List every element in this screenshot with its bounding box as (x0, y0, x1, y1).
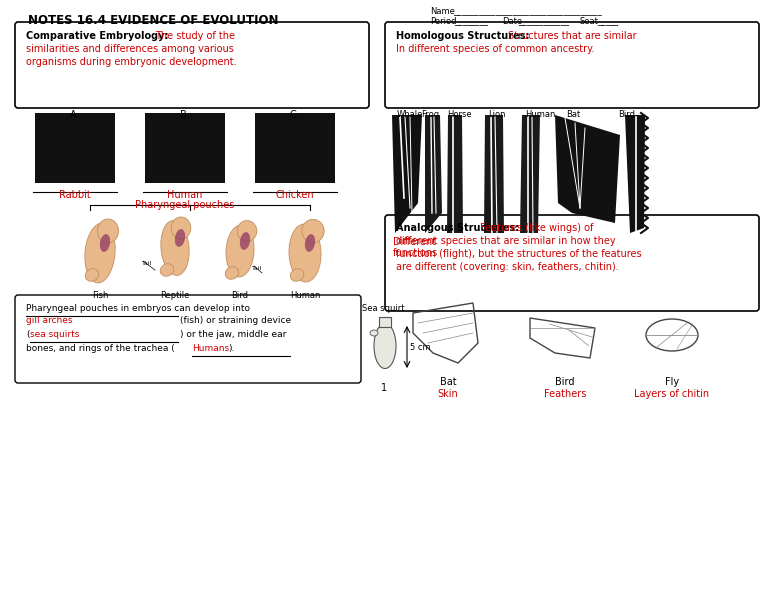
Text: Feathers: Feathers (544, 389, 586, 399)
Ellipse shape (374, 324, 396, 368)
Ellipse shape (100, 234, 110, 252)
Text: gill arches: gill arches (26, 316, 72, 325)
Text: Pharyngeal pouches: Pharyngeal pouches (135, 200, 235, 210)
Text: Name: Name (430, 7, 455, 16)
Text: Human: Human (525, 110, 555, 119)
Text: organisms during embryonic development.: organisms during embryonic development. (26, 57, 237, 67)
Text: Fish: Fish (92, 291, 108, 300)
Bar (35, 113, 115, 183)
Text: Bird: Bird (618, 110, 635, 119)
Ellipse shape (240, 232, 250, 250)
Text: (: ( (26, 330, 29, 339)
Text: are different (covering: skin, feathers, chitin).: are different (covering: skin, feathers,… (396, 262, 619, 272)
Text: Layers of chitin: Layers of chitin (634, 389, 710, 399)
Text: Bird: Bird (231, 291, 249, 300)
Text: Frog: Frog (421, 110, 439, 119)
Text: Pharyngeal pouches in embryos can develop into: Pharyngeal pouches in embryos can develo… (26, 304, 250, 313)
Text: Bat: Bat (566, 110, 581, 119)
Ellipse shape (85, 269, 99, 281)
Text: Homologous Structures:: Homologous Structures: (396, 31, 529, 41)
Bar (255, 113, 335, 183)
Bar (145, 113, 225, 183)
Text: Comparative Embryology:: Comparative Embryology: (26, 31, 168, 41)
Ellipse shape (84, 223, 115, 283)
Ellipse shape (305, 234, 315, 252)
Text: 5 cm: 5 cm (410, 343, 431, 352)
Ellipse shape (175, 229, 185, 247)
Polygon shape (520, 115, 540, 233)
Text: Different: Different (393, 237, 436, 247)
Text: B.: B. (180, 110, 190, 120)
Bar (379, 317, 391, 327)
Polygon shape (392, 115, 422, 233)
Text: Period: Period (430, 17, 456, 26)
Text: similarities and differences among various: similarities and differences among vario… (26, 44, 234, 54)
Text: Rabbit: Rabbit (59, 190, 91, 200)
Text: (fish) or straining device: (fish) or straining device (180, 316, 291, 325)
Ellipse shape (171, 217, 190, 239)
Text: ________: ________ (454, 17, 488, 26)
Text: ).: ). (228, 344, 234, 353)
Text: The study of the: The study of the (155, 31, 235, 41)
Ellipse shape (161, 264, 174, 276)
Text: functions: functions (393, 248, 438, 258)
Polygon shape (625, 115, 645, 233)
Polygon shape (555, 115, 620, 223)
FancyBboxPatch shape (15, 295, 361, 383)
Text: Bird: Bird (555, 377, 574, 387)
Ellipse shape (289, 224, 321, 282)
Text: Bat: Bat (440, 377, 456, 387)
Text: A.: A. (70, 110, 80, 120)
Text: Analogous Structures:: Analogous Structures: (396, 223, 519, 233)
Text: NOTES 16.4 EVIDENCE OF EVOLUTION: NOTES 16.4 EVIDENCE OF EVOLUTION (28, 14, 279, 27)
Text: In different species of common ancestry.: In different species of common ancestry. (396, 44, 594, 54)
Ellipse shape (225, 267, 239, 279)
Text: function (flight), but the structures of the features: function (flight), but the structures of… (396, 249, 641, 259)
Text: C.: C. (290, 110, 300, 120)
Polygon shape (447, 115, 463, 233)
Text: Reptile: Reptile (161, 291, 190, 300)
Ellipse shape (302, 219, 324, 243)
Ellipse shape (226, 225, 254, 277)
Text: Tail: Tail (142, 261, 152, 266)
FancyBboxPatch shape (385, 22, 759, 108)
Polygon shape (484, 115, 504, 233)
Text: Skin: Skin (438, 389, 458, 399)
Text: ___________________________________: ___________________________________ (453, 7, 602, 16)
Text: ____________: ____________ (518, 17, 569, 26)
Ellipse shape (161, 221, 189, 275)
Text: Sea squirt: Sea squirt (362, 304, 405, 313)
Text: Lion: Lion (488, 110, 505, 119)
Text: sea squirts: sea squirts (30, 330, 79, 339)
Text: Tail: Tail (252, 266, 262, 271)
Text: different species that are similar in how they: different species that are similar in ho… (396, 236, 616, 246)
Text: Chicken: Chicken (276, 190, 314, 200)
Text: bones, and rings of the trachea (: bones, and rings of the trachea ( (26, 344, 175, 353)
Text: Structures that are similar: Structures that are similar (508, 31, 637, 41)
Ellipse shape (237, 221, 257, 241)
FancyBboxPatch shape (385, 215, 759, 311)
Text: Humans: Humans (192, 344, 229, 353)
Text: Fly: Fly (665, 377, 679, 387)
Text: Horse: Horse (447, 110, 472, 119)
Ellipse shape (370, 330, 378, 336)
Polygon shape (425, 115, 442, 233)
Text: Features (like wings) of: Features (like wings) of (480, 223, 594, 233)
FancyBboxPatch shape (15, 22, 369, 108)
Text: Whale: Whale (397, 110, 423, 119)
Text: Human: Human (290, 291, 320, 300)
Text: 1: 1 (381, 383, 387, 393)
Text: Seat: Seat (580, 17, 599, 26)
Ellipse shape (290, 269, 304, 281)
Text: ) or the jaw, middle ear: ) or the jaw, middle ear (180, 330, 286, 339)
Ellipse shape (98, 219, 118, 243)
Text: _____: _____ (597, 17, 618, 26)
Text: Human: Human (167, 190, 203, 200)
Text: Date: Date (502, 17, 522, 26)
